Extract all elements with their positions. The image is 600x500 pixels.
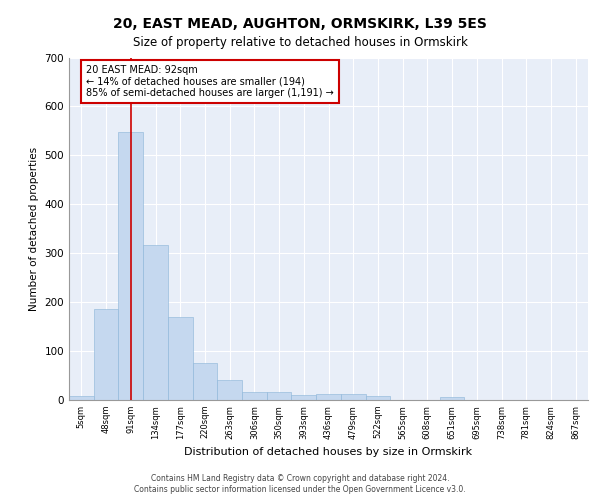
Bar [440,397,464,400]
Bar [365,396,390,400]
Bar [292,394,316,400]
Bar [168,318,193,400]
Bar [143,246,168,400]
Bar [316,394,341,400]
Bar [118,132,143,400]
Bar [341,394,365,400]
Text: Size of property relative to detached houses in Ormskirk: Size of property relative to detached ho… [133,36,467,49]
Bar [69,396,94,400]
Bar [94,309,118,400]
Text: 20 EAST MEAD: 92sqm
← 14% of detached houses are smaller (194)
85% of semi-detac: 20 EAST MEAD: 92sqm ← 14% of detached ho… [86,65,334,98]
Text: 20, EAST MEAD, AUGHTON, ORMSKIRK, L39 5ES: 20, EAST MEAD, AUGHTON, ORMSKIRK, L39 5E… [113,18,487,32]
Bar [193,363,217,400]
Bar [267,392,292,400]
Y-axis label: Number of detached properties: Number of detached properties [29,146,39,311]
Bar [217,380,242,400]
Bar [242,392,267,400]
X-axis label: Distribution of detached houses by size in Ormskirk: Distribution of detached houses by size … [184,447,473,457]
Text: Contains HM Land Registry data © Crown copyright and database right 2024.
Contai: Contains HM Land Registry data © Crown c… [134,474,466,494]
